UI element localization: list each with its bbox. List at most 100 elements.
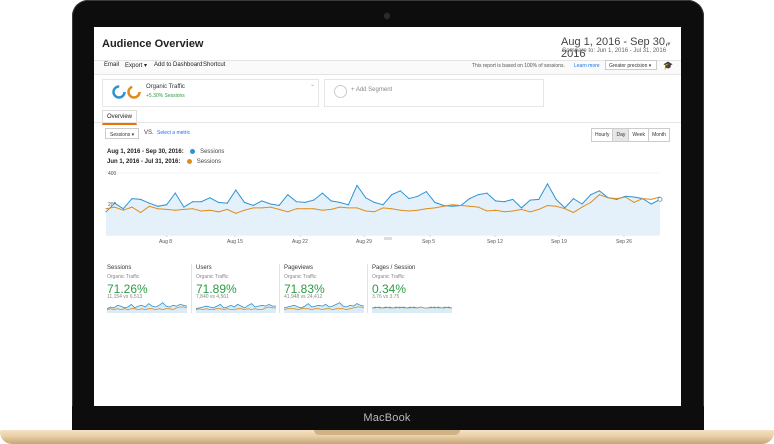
email-button[interactable]: Email xyxy=(104,62,120,68)
x-tick-label: Aug 8 xyxy=(159,239,172,245)
shortcut-button[interactable]: Shortcut xyxy=(203,62,226,68)
legend-dot-icon xyxy=(187,159,193,164)
learn-more-link[interactable]: Learn more xyxy=(574,63,600,69)
data-point-current xyxy=(486,192,488,194)
x-tick-label: Aug 15 xyxy=(227,239,243,245)
donut-previous-icon xyxy=(127,85,141,99)
data-point-previous xyxy=(451,204,453,206)
granularity-toggle: Hourly Day Week Month xyxy=(591,128,670,142)
data-point-previous xyxy=(529,211,531,213)
segment-name: Organic Traffic xyxy=(146,84,185,90)
data-point-current xyxy=(408,198,410,200)
summary-metric-label: Pages / Session xyxy=(372,265,416,271)
data-point-previous xyxy=(166,208,168,210)
data-point-previous xyxy=(148,205,150,207)
content-blank-area xyxy=(94,320,681,406)
data-point-current xyxy=(529,199,531,201)
data-point-current xyxy=(546,183,549,185)
chevron-down-icon: ▾ xyxy=(647,63,652,69)
laptop-base xyxy=(0,430,774,444)
data-point-previous xyxy=(477,206,479,208)
legend-range: Jun 1, 2016 - Jul 31, 2016: xyxy=(107,159,181,166)
data-point-current xyxy=(391,194,393,196)
granularity-week-button[interactable]: Week xyxy=(628,128,650,142)
chevron-down-icon[interactable]: ▾ xyxy=(667,41,671,48)
sparkline-current-area xyxy=(107,302,187,313)
data-point-previous xyxy=(226,208,228,210)
data-point-previous xyxy=(339,206,341,208)
add-segment-card[interactable] xyxy=(324,79,544,107)
legend-metric: Sessions xyxy=(196,159,222,166)
data-point-previous xyxy=(304,208,306,210)
data-point-previous xyxy=(399,209,401,211)
chart-legend-previous: Jun 1, 2016 - Jul 31, 2016: Sessions xyxy=(107,159,221,165)
granularity-day-button[interactable]: Day xyxy=(612,128,630,142)
add-segment-circle-icon xyxy=(334,85,347,98)
data-point-previous xyxy=(356,207,358,209)
data-point-current xyxy=(295,201,297,203)
tab-overview[interactable]: Overview xyxy=(102,110,137,125)
compare-label: Compare to: xyxy=(562,48,596,54)
x-tick-label: Sep 12 xyxy=(487,239,503,245)
donut-current-icon xyxy=(112,85,126,99)
data-point-current xyxy=(373,201,375,203)
data-point-current xyxy=(140,198,142,200)
data-point-previous xyxy=(391,208,393,210)
camera-icon xyxy=(384,13,390,19)
data-point-current xyxy=(192,201,194,203)
sparkline-previous xyxy=(372,306,452,309)
chart-resize-handle[interactable] xyxy=(384,237,392,240)
sparkline-previous xyxy=(284,306,364,311)
data-point-current xyxy=(183,206,185,208)
grad-cap-icon[interactable]: 🎓 xyxy=(663,61,673,70)
data-point-current xyxy=(235,189,237,191)
sparkline-current xyxy=(107,302,187,310)
data-point-current xyxy=(417,195,419,197)
data-point-current xyxy=(469,198,471,200)
compare-range-value: Jun 1, 2016 - Jul 31, 2016 xyxy=(596,48,667,54)
data-point-previous xyxy=(131,206,133,208)
summary-sparkline xyxy=(196,303,276,313)
add-to-dashboard-button[interactable]: Add to Dashboard xyxy=(154,62,203,68)
data-point-previous xyxy=(607,197,609,199)
data-point-current xyxy=(382,204,384,206)
data-point-current xyxy=(243,201,246,203)
data-point-current xyxy=(174,192,176,194)
granularity-month-button[interactable]: Month xyxy=(648,128,670,142)
summary-segment-label: Organic Traffic xyxy=(196,274,229,280)
summary-segment-label: Organic Traffic xyxy=(372,274,405,280)
granularity-hourly-button[interactable]: Hourly xyxy=(591,128,614,142)
series-area-current xyxy=(106,183,660,235)
chevron-down-icon[interactable]: ⌄ xyxy=(310,82,316,88)
data-point-previous xyxy=(192,208,194,210)
export-button[interactable]: Export ▾ xyxy=(125,62,147,69)
x-tick-label: Sep 26 xyxy=(616,239,632,245)
data-point-current xyxy=(278,204,280,207)
data-point-current xyxy=(477,194,479,196)
date-range-picker[interactable]: Aug 1, 2016 - Sep 30, 2016 xyxy=(561,36,669,60)
data-point-previous xyxy=(650,198,652,200)
precision-select[interactable]: Greater precision ▾ xyxy=(605,60,657,70)
select-metric-link[interactable]: Select a metric xyxy=(157,130,191,136)
data-point-current xyxy=(157,205,159,207)
sparkline-previous xyxy=(107,306,187,311)
summary-segment-label: Organic Traffic xyxy=(284,274,317,280)
data-point-previous xyxy=(217,211,220,213)
data-point-previous xyxy=(382,207,384,209)
metric-value: Sessions xyxy=(110,132,131,138)
x-tick-label: Sep 5 xyxy=(422,239,435,245)
data-point-previous xyxy=(572,211,574,214)
data-point-previous xyxy=(243,209,246,211)
screen: Audience Overview Aug 1, 2016 - Sep 30, … xyxy=(94,27,681,406)
hover-point-marker xyxy=(657,196,663,202)
summary-comparison: 7,840 vs 4,561 xyxy=(196,294,229,300)
metric-select[interactable]: Sessions ▾ xyxy=(105,128,139,139)
data-point-previous xyxy=(546,204,549,207)
summary-percent-change: 71.83% xyxy=(284,282,325,296)
compare-range: Compare to: Jun 1, 2016 - Jul 31, 2016 xyxy=(562,48,666,54)
sampling-note: This report is based on 100% of sessions… xyxy=(472,63,565,69)
data-point-current xyxy=(503,201,505,203)
data-point-previous xyxy=(538,208,540,210)
summary-metric-label: Pageviews xyxy=(284,265,314,271)
data-point-previous xyxy=(624,196,626,198)
